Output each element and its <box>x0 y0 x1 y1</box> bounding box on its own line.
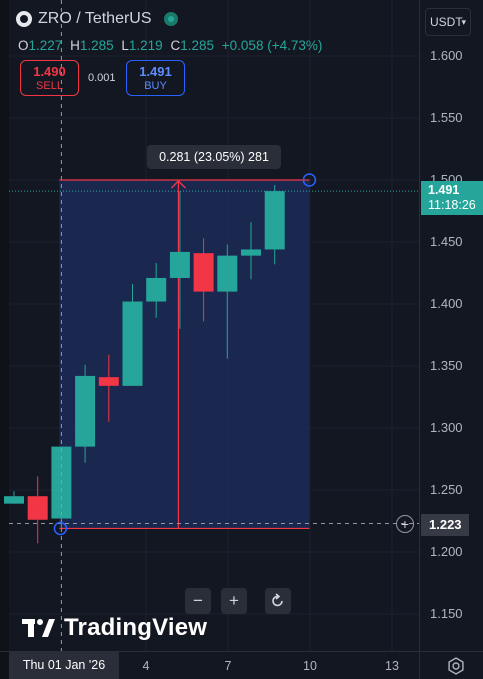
measure-arrow-head <box>170 180 186 189</box>
measure-handle-start[interactable] <box>53 521 68 536</box>
y-tick-label-6: 1.300 <box>430 420 463 435</box>
y-tick-label-4: 1.400 <box>430 296 463 311</box>
symbol-title: ZRO / TetherUS <box>38 10 152 27</box>
brand-name: TradingView <box>64 614 208 641</box>
sell-label: SELL <box>36 80 63 92</box>
y-tick-label-9: 1.150 <box>430 606 463 621</box>
candle-body-3[interactable] <box>75 375 96 447</box>
candle-body-11[interactable] <box>264 191 285 250</box>
sell-button[interactable]: 1.490 SELL <box>20 60 79 96</box>
x-tick-label-1: 7 <box>224 659 232 673</box>
candle-body-9[interactable] <box>217 255 238 292</box>
candle-body-8[interactable] <box>193 253 214 292</box>
open-label: O <box>18 38 29 53</box>
countdown-time: 11:18:26 <box>428 198 476 212</box>
last-price: 1.491 <box>428 183 460 197</box>
candle-body-10[interactable] <box>241 249 261 256</box>
buy-price: 1.491 <box>139 64 172 79</box>
measure-label: 0.281 (23.05%) 281 <box>147 145 281 169</box>
change-value: +0.058 (+4.73%) <box>221 38 323 53</box>
candle-body-6[interactable] <box>146 277 167 302</box>
tradingview-brand: TradingView <box>22 614 207 642</box>
y-tick-label-1: 1.550 <box>430 110 463 125</box>
market-open-icon <box>163 12 178 26</box>
zoom-in-button[interactable]: + <box>221 588 247 614</box>
spread-value: 0.001 <box>88 72 116 84</box>
close-label: C <box>170 38 181 53</box>
symbol-header[interactable]: ZRO / TetherUS <box>16 10 178 28</box>
currency-select[interactable]: USDT ▾ <box>425 8 471 36</box>
reset-icon <box>272 593 283 607</box>
crosshair-price-tag: 1.223 <box>421 514 469 536</box>
y-tick-label-0: 1.600 <box>430 48 463 63</box>
zoom-out-button[interactable]: − <box>185 588 211 614</box>
reset-chart-button[interactable] <box>265 588 291 614</box>
chevron-down-icon: ▾ <box>461 17 466 27</box>
candle-body-4[interactable] <box>98 377 119 386</box>
y-tick-label-5: 1.350 <box>430 358 463 373</box>
x-tick-label-0: 4 <box>142 659 150 673</box>
left-edge <box>0 0 9 679</box>
open-value: 1.227 <box>28 38 63 53</box>
tradingview-logo-icon <box>22 619 55 637</box>
currency-label: USDT <box>430 15 463 29</box>
candle-body-0[interactable] <box>4 496 24 504</box>
x-tick-label-3: 13 <box>385 659 399 673</box>
sell-price: 1.490 <box>33 64 66 79</box>
low-label: L <box>121 38 129 53</box>
buy-button[interactable]: 1.491 BUY <box>126 60 185 96</box>
measure-handle-end[interactable] <box>302 173 317 187</box>
last-price-tag: 1.491 11:18:26 <box>421 181 483 215</box>
y-tick-label-7: 1.250 <box>430 482 463 497</box>
candle-body-1[interactable] <box>27 496 48 520</box>
ohlc-legend: O1.227 H1.285 L1.219 C1.285 +0.058 (+4.7… <box>18 38 326 53</box>
time-axis-divider <box>0 651 483 652</box>
low-value: 1.219 <box>128 38 163 53</box>
close-value: 1.285 <box>180 38 215 53</box>
price-axis-divider <box>419 0 420 679</box>
zro-logo-icon <box>16 11 32 27</box>
buy-label: BUY <box>144 80 167 92</box>
high-label: H <box>70 38 80 53</box>
candle-body-7[interactable] <box>169 251 190 278</box>
y-tick-label-8: 1.200 <box>430 544 463 559</box>
high-value: 1.285 <box>79 38 114 53</box>
add-alert-plus-icon[interactable]: + <box>396 515 414 533</box>
time-crosshair-label: Thu 01 Jan '26 <box>9 652 119 679</box>
y-tick-label-3: 1.450 <box>430 234 463 249</box>
x-tick-label-2: 10 <box>303 659 317 673</box>
candle-body-5[interactable] <box>122 301 143 386</box>
settings-gear-icon[interactable] <box>447 657 465 675</box>
